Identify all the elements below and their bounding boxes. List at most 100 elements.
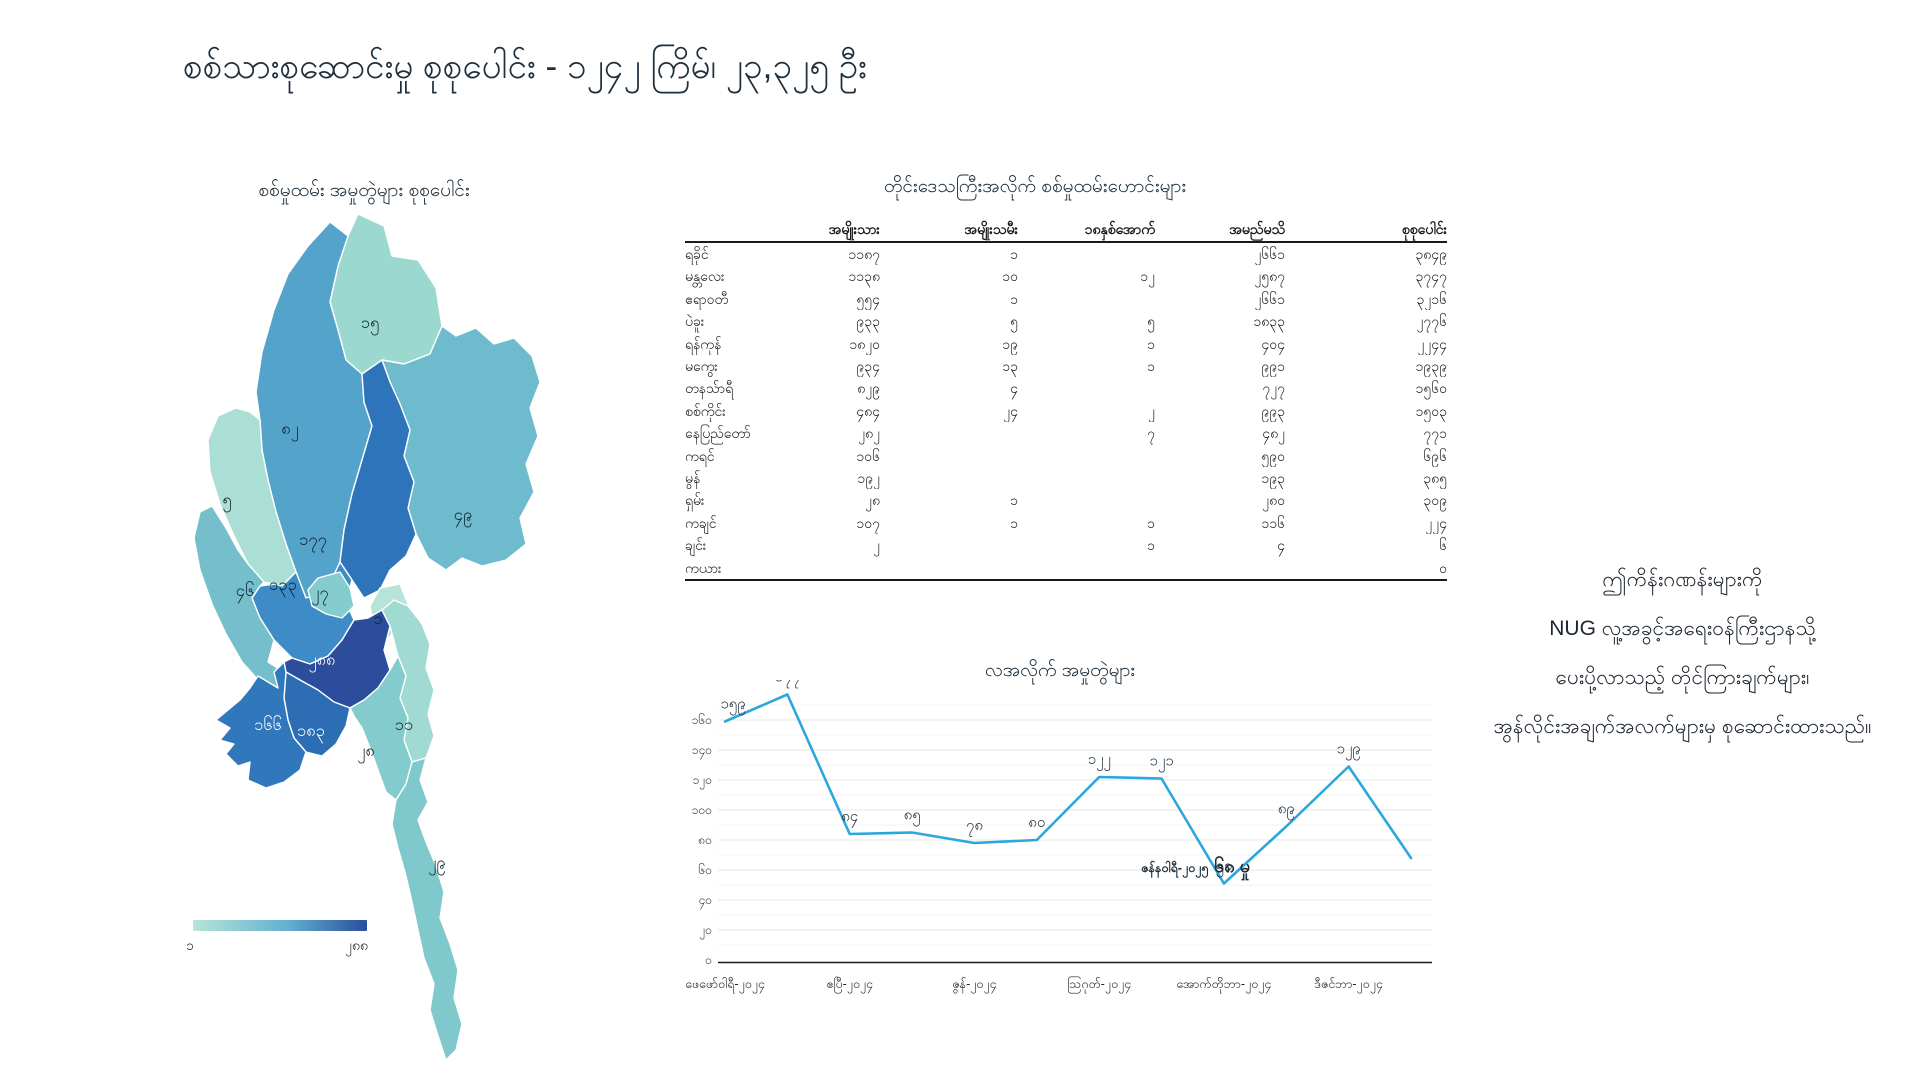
value-cell: ၄ xyxy=(1010,380,1018,397)
table-header-cell: ၁၈နှစ်အောက် xyxy=(1018,215,1155,243)
value-cell xyxy=(805,557,880,580)
map-region-mandalay[interactable] xyxy=(339,359,417,599)
x-axis-tick-label: ဩဂုတ်-၂၀၂၄ xyxy=(1067,975,1131,994)
map-region-label-shan: ၄၉ xyxy=(454,506,473,528)
map-region-mon[interactable] xyxy=(349,655,413,801)
table-row: မွန် ၁၉၂ ၁၉၃ ၃၈၅ xyxy=(685,467,1447,489)
value-cell: ၁၃ xyxy=(1002,358,1018,375)
value-cell: ၂၂၄ xyxy=(1425,514,1447,531)
map-region-ayeyarwady[interactable] xyxy=(215,661,307,789)
table-row: ရခိုင် ၁၁၈၇ ၁ ၂၆၆၁ ၃၈၄၉ xyxy=(685,242,1447,265)
note-line: ပေးပို့လာသည့် တိုင်ကြားချက်များ၊ xyxy=(1555,666,1810,689)
value-cell: ၂ xyxy=(1148,402,1155,419)
table-row: ချင်း ၂ ၁ ၄ ၆ xyxy=(685,534,1447,556)
region-name-cell: စစ်ကိုင်း xyxy=(685,402,726,419)
map-region-label-mon: ၂၈ xyxy=(357,742,375,764)
y-axis-tick-label: ၁၄၀ xyxy=(692,743,712,760)
region-name-cell: ကယား xyxy=(685,559,722,576)
value-cell xyxy=(880,422,1018,444)
y-axis-tick-label: ၄၀ xyxy=(699,893,713,910)
value-cell: ၄၈၂ xyxy=(1262,425,1285,442)
value-cell: ၁၅၀၃ xyxy=(1415,402,1448,419)
value-cell: ၇ xyxy=(1147,425,1155,442)
series-line-monthly-cases xyxy=(723,693,1413,885)
note-line: ဤကိန်းဂဏန်းများကို xyxy=(1602,568,1763,591)
table-header-row: အမျိုးသား အမျိုးသမီး ၁၈နှစ်အောက် အမည်မသိ စုစ… xyxy=(685,215,1447,243)
map-region-rakhine[interactable] xyxy=(193,505,285,689)
annotation-month-label: ဇန်နဝါရီ-၂၀၂၅ xyxy=(1141,861,1209,875)
value-cell: ၂၈၀ xyxy=(1262,492,1285,509)
region-name-cell: နေပြည်တော် xyxy=(685,425,751,442)
map-region-label-kayin: ၁၁ xyxy=(395,716,414,734)
map-legend-min-label: ၁ xyxy=(186,937,194,953)
value-cell xyxy=(1018,288,1155,310)
table-header-region xyxy=(685,215,805,243)
chart-title: လအလိုက် အမှုတွဲများ xyxy=(984,660,1136,681)
value-cell: ၁ xyxy=(1147,335,1155,352)
table-row: မကွေး ၉၃၄ ၁၃ ၁ ၉၉၁ ၁၉၃၉ xyxy=(685,355,1447,377)
value-cell: ၁၉၃၉ xyxy=(1415,358,1448,375)
value-cell: ၃၀၉ xyxy=(1423,492,1447,509)
map-region-label-ayeyarwady: ၁၆၆ xyxy=(254,714,282,734)
value-cell: ၂၈ xyxy=(865,492,880,509)
value-cell: ၂ xyxy=(873,537,880,554)
map-region-tanintharyi[interactable] xyxy=(391,757,463,1061)
region-name-cell: တနသ်ာရီ xyxy=(685,380,734,397)
value-cell xyxy=(880,534,1018,556)
value-cell xyxy=(1018,445,1155,467)
value-cell: ၄၀၄ xyxy=(1261,335,1285,352)
table-row: ဧရာဝတီ ၅၅၄ ၁ ၂၆၆၁ ၃၂၁၆ xyxy=(685,288,1447,310)
value-cell: ၁၀၇ xyxy=(856,514,880,531)
value-cell: ၉၃၃ xyxy=(856,313,880,330)
table-row: မန္တလေး ၁၁၃၈ ၁၀ ၁၂ ၂၅၈၇ ၃၇၄၇ xyxy=(685,265,1447,287)
value-cell xyxy=(1018,557,1155,580)
x-axis-tick-label: ဇွန်-၂၀၂၄ xyxy=(952,976,996,994)
value-cell: ၁၈၃၃ xyxy=(1253,313,1285,330)
value-cell: ၁၉ xyxy=(1002,335,1018,352)
map-region-naypyidaw[interactable] xyxy=(307,571,355,619)
map-region-label-tanintharyi: ၂၉ xyxy=(428,854,445,876)
value-cell: ၆၉၆ xyxy=(1423,447,1447,464)
data-point-label: ၁၇၇ xyxy=(775,680,800,689)
x-axis-tick-label: ဧပြီ-၂၀၂၄ xyxy=(826,976,873,994)
table-row: ပဲခူး ၉၃၃ ၅ ၅ ၁၈၃၃ ၂၇၇၆ xyxy=(685,310,1447,332)
value-cell: ၇၂၇ xyxy=(1262,380,1285,397)
value-cell: ၆ xyxy=(1439,537,1447,554)
value-cell: ၃၇၄၇ xyxy=(1415,268,1448,285)
map-region-label-rakhine: ၄၆ xyxy=(236,580,255,604)
map-region-label-kayah: ၁ xyxy=(373,610,382,628)
value-cell: ၁ xyxy=(1147,514,1155,531)
chart-annotation: ဇန်နဝါရီ-၂၀၂၅ ၆၈ မှု xyxy=(1010,854,1250,881)
value-cell: ၂၇၇၆ xyxy=(1416,313,1447,330)
table-header-cell: အမည်မသိ xyxy=(1155,215,1285,243)
region-name-cell: ဧရာဝတီ xyxy=(685,290,729,307)
value-cell: ၁၉၃ xyxy=(1261,470,1285,487)
data-point-label: ၇၈ xyxy=(966,817,983,837)
value-cell: ၉၉၁ xyxy=(1261,358,1285,375)
map-legend-max-label: ၂၈၈ xyxy=(345,937,368,953)
note-line: NUG လူ့အခွင့်အရေးဝန်ကြီးဌာနသို့ xyxy=(1549,617,1816,640)
data-point-label: ၁၅၉ xyxy=(720,696,745,716)
map-region-label-yangon: ၁၈၃ xyxy=(297,722,325,744)
map-region-label-chin: ၅ xyxy=(222,491,231,513)
value-cell: ၂၆၆၁ xyxy=(1254,290,1285,307)
value-cell: ၂၈၂ xyxy=(858,425,880,442)
value-cell: ၁၉၂ xyxy=(857,470,880,487)
region-name-cell: ရန်ကုန် xyxy=(685,335,722,352)
veterans-by-region-table: အမျိုးသား အမျိုးသမီး ၁၈နှစ်အောက် အမည်မသိ စုစ… xyxy=(685,215,1447,581)
data-point-label: ၈၉ xyxy=(1278,801,1295,821)
table-row: တနသ်ာရီ ၈၂၉ ၄ ၇၂၇ ၁၅၆၀ xyxy=(685,377,1447,399)
y-axis-tick-label: ၀ xyxy=(705,953,712,967)
note-line: အွန်လိုင်းအချက်အလက်များမှ စုဆောင်းထားသည်… xyxy=(1493,715,1872,738)
region-name-cell: ချင်း xyxy=(685,537,707,554)
table-header-cell: စုစုပေါင်း xyxy=(1285,215,1447,243)
region-name-cell: မကွေး xyxy=(685,358,718,375)
value-cell: ၁ xyxy=(1010,514,1018,531)
value-cell: ၃၈၅ xyxy=(1423,470,1447,487)
table-row: စစ်ကိုင်း ၄၈၄ ၂၄ ၂ ၉၉၃ ၁၅၀၃ xyxy=(685,400,1447,422)
table-header-cell: အမျိုးသား xyxy=(805,215,880,243)
value-cell: ၉၉၃ xyxy=(1261,402,1285,419)
value-cell xyxy=(1018,489,1155,511)
x-axis-tick-label: အောက်တိုဘာ-၂၀၂၄ xyxy=(1176,976,1271,994)
value-cell: ၂၄ xyxy=(1003,402,1018,419)
